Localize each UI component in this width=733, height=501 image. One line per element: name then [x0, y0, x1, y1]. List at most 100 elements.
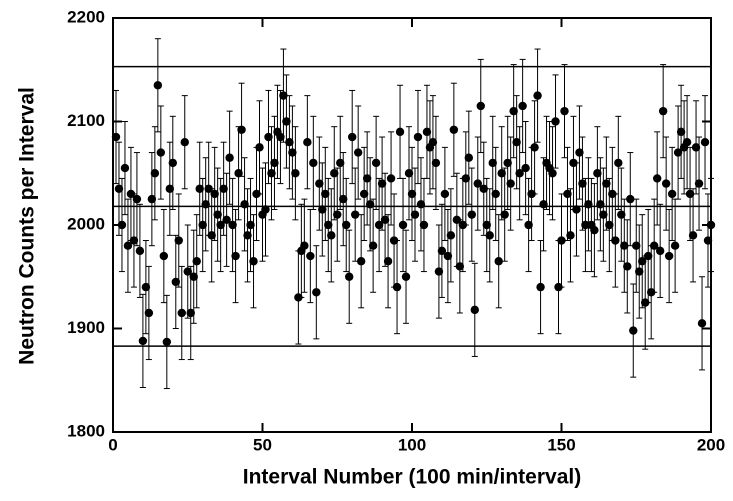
point	[623, 262, 632, 271]
point	[114, 184, 124, 193]
point	[506, 179, 515, 188]
point	[617, 210, 626, 219]
point	[533, 91, 542, 100]
point	[455, 262, 465, 271]
point	[515, 169, 524, 178]
point	[135, 246, 145, 256]
point	[563, 189, 572, 199]
point	[315, 179, 324, 188]
point	[497, 169, 506, 178]
point	[189, 272, 198, 281]
point	[339, 194, 348, 204]
point	[174, 236, 183, 245]
point	[246, 220, 255, 230]
point	[482, 220, 491, 230]
point	[449, 125, 459, 134]
point	[267, 169, 276, 178]
point	[539, 200, 548, 209]
point	[198, 220, 207, 230]
point	[138, 336, 148, 346]
point	[667, 189, 677, 199]
point	[353, 148, 363, 157]
point	[658, 106, 668, 116]
y-tick-label: 1900	[67, 318, 105, 337]
point	[461, 174, 471, 183]
point	[243, 231, 252, 240]
point	[700, 138, 710, 147]
point	[578, 179, 587, 188]
point	[467, 210, 476, 219]
point	[228, 220, 237, 230]
point	[682, 138, 692, 147]
point	[129, 236, 139, 245]
point	[485, 231, 494, 240]
point	[120, 163, 130, 173]
point	[350, 210, 360, 219]
point	[255, 143, 264, 152]
point	[285, 138, 294, 147]
point	[180, 138, 189, 147]
point	[581, 220, 590, 230]
point	[336, 158, 345, 168]
point	[638, 257, 647, 266]
point	[632, 241, 641, 250]
point	[213, 210, 222, 219]
point	[309, 158, 318, 168]
point	[685, 189, 695, 199]
x-axis-label: Interval Number (100 min/interval)	[243, 466, 581, 489]
point	[488, 158, 497, 168]
point	[652, 174, 662, 183]
point	[147, 194, 157, 204]
point	[706, 220, 716, 230]
point	[407, 189, 417, 199]
point	[575, 148, 584, 157]
point	[404, 169, 414, 178]
point	[661, 179, 671, 188]
point	[368, 241, 378, 250]
point	[279, 91, 288, 100]
point	[144, 308, 154, 318]
point	[168, 158, 177, 168]
point	[234, 169, 243, 178]
point	[599, 210, 608, 219]
point	[398, 220, 408, 230]
y-tick-label: 2200	[67, 7, 105, 26]
point	[431, 158, 441, 168]
point	[566, 231, 575, 240]
point	[560, 106, 569, 116]
point	[500, 210, 509, 219]
point	[413, 132, 423, 142]
point	[437, 246, 447, 256]
point	[300, 241, 309, 250]
point	[132, 194, 142, 204]
point	[629, 326, 638, 335]
point	[524, 220, 533, 230]
point	[207, 231, 216, 240]
point	[476, 101, 485, 111]
point	[324, 220, 333, 230]
point	[593, 169, 602, 178]
point	[386, 174, 396, 183]
point	[703, 236, 713, 245]
point	[225, 153, 234, 162]
point	[249, 257, 258, 266]
x-tick-label: 50	[253, 435, 272, 454]
point	[392, 282, 402, 292]
point	[237, 125, 246, 134]
point	[670, 241, 680, 250]
point	[333, 210, 342, 219]
x-tick-label: 100	[398, 435, 426, 454]
point	[694, 179, 704, 188]
point	[383, 257, 393, 266]
point	[551, 117, 560, 126]
point	[159, 251, 169, 261]
point	[183, 267, 192, 276]
x-tick-label: 200	[697, 435, 725, 454]
point	[330, 169, 339, 178]
point	[416, 200, 426, 209]
point	[509, 106, 518, 116]
point	[664, 251, 674, 261]
point	[401, 272, 411, 281]
point	[306, 251, 315, 261]
point	[572, 205, 581, 214]
